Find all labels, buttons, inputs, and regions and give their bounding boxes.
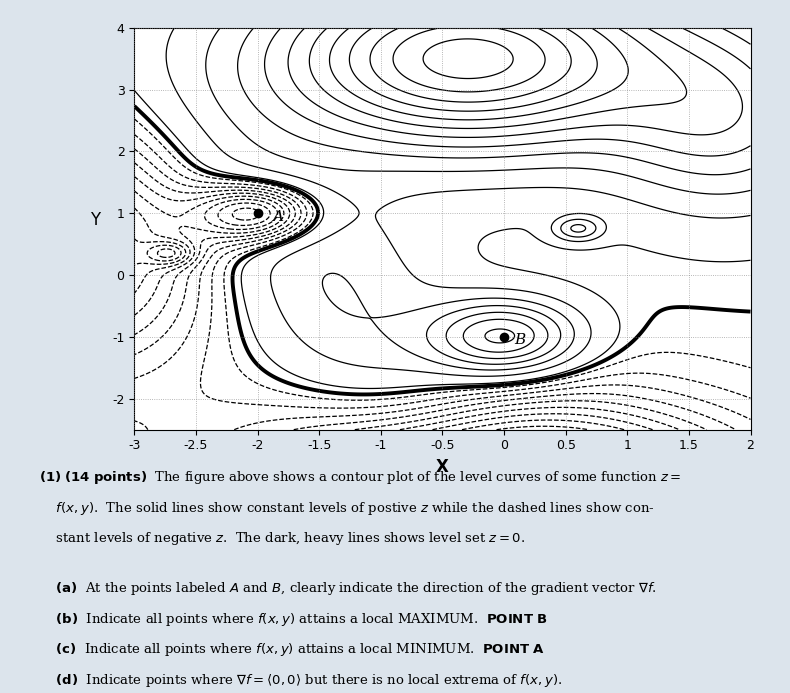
Text: $\mathbf{(c)}$  Indicate all points where $f(x, y)$ attains a local MINIMUM.  $\: $\mathbf{(c)}$ Indicate all points where… [39,641,545,658]
Text: B: B [514,333,525,347]
Text: $\mathbf{(a)}$  At the points labeled $A$ and $B$, clearly indicate the directio: $\mathbf{(a)}$ At the points labeled $A$… [39,580,657,597]
Text: $f(x, y)$.  The solid lines show constant levels of postive $z$ while the dashed: $f(x, y)$. The solid lines show constant… [39,500,655,517]
Y-axis label: Y: Y [91,211,100,229]
Text: stant levels of negative $z$.  The dark, heavy lines shows level set $z = 0$.: stant levels of negative $z$. The dark, … [39,530,525,547]
Text: A: A [273,210,284,224]
Text: $\mathbf{(1)}$ $\mathbf{(14\ points)}$  The figure above shows a contour plot of: $\mathbf{(1)}$ $\mathbf{(14\ points)}$ T… [39,469,682,486]
X-axis label: X: X [436,458,449,476]
Text: $\mathbf{(b)}$  Indicate all points where $f(x, y)$ attains a local MAXIMUM.  $\: $\mathbf{(b)}$ Indicate all points where… [39,611,547,628]
Text: $\mathbf{(d)}$  Indicate points where $\nabla f = \langle 0, 0\rangle$ but there: $\mathbf{(d)}$ Indicate points where $\n… [39,672,562,689]
